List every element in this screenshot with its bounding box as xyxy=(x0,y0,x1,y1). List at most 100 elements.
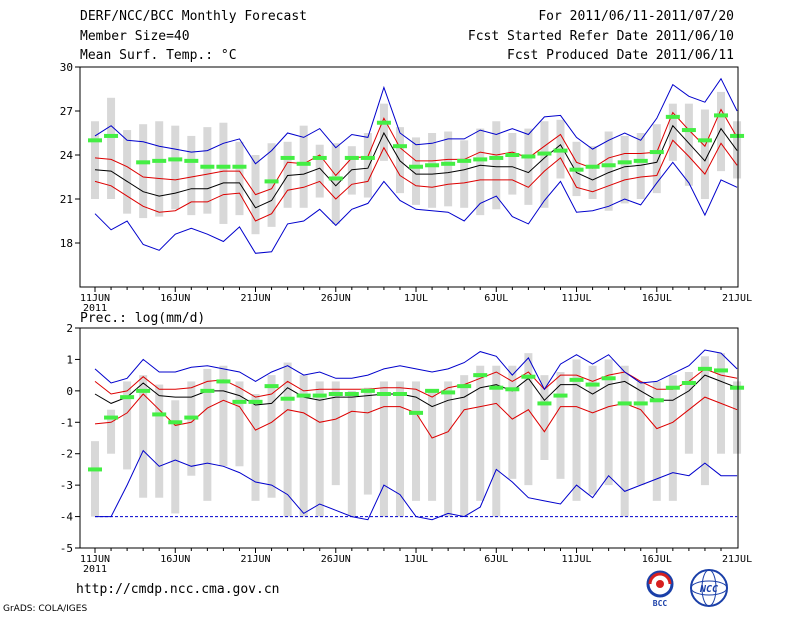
x-tick-label: 16JUN xyxy=(160,293,190,304)
observed-mark xyxy=(248,399,263,404)
observed-mark xyxy=(617,401,632,406)
spread-bar xyxy=(187,381,196,476)
observed-mark xyxy=(200,388,215,393)
x-tick-label: 11JUN xyxy=(80,554,110,565)
x-tick-label: 6JUL xyxy=(484,293,508,304)
series-ensemble-mean xyxy=(94,374,738,408)
spread-bar xyxy=(556,372,565,479)
observed-mark xyxy=(730,385,745,390)
observed-mark xyxy=(392,392,407,396)
series-min-envelope xyxy=(94,161,738,254)
variable-label: Mean Surf. Temp.: °C xyxy=(80,48,237,63)
y-tick-label: -5 xyxy=(60,542,73,555)
spread-bar xyxy=(123,381,132,470)
series-max-envelope xyxy=(94,77,738,165)
spread-bar xyxy=(524,353,533,486)
spread-bar xyxy=(652,124,661,194)
spread-bar xyxy=(588,146,597,199)
observed-mark xyxy=(601,163,616,168)
observed-mark xyxy=(617,160,632,165)
observed-mark xyxy=(280,396,295,401)
spread-bar xyxy=(283,362,292,517)
spread-bar xyxy=(444,381,453,517)
spread-bar xyxy=(460,140,469,208)
spread-bar xyxy=(428,133,437,208)
spread-bar xyxy=(283,141,292,208)
spread-bar xyxy=(684,103,693,186)
spread-bar xyxy=(155,121,164,217)
spread-bar xyxy=(235,141,244,216)
source-url[interactable]: http://cmdp.ncc.cma.gov.cn xyxy=(76,582,280,597)
spread-bar xyxy=(540,121,549,208)
spread-bar xyxy=(347,390,356,517)
observed-mark xyxy=(681,128,696,133)
precip-panel-title: Prec.: log(mm/d) xyxy=(80,311,205,326)
y-tick-label: 21 xyxy=(60,193,73,206)
observed-mark xyxy=(537,151,552,156)
x-tick-label: 26JUN xyxy=(321,554,351,565)
spread-bar xyxy=(733,381,742,454)
observed-mark xyxy=(136,160,151,165)
spread-bar xyxy=(299,125,308,208)
observed-mark xyxy=(88,467,102,472)
y-tick-label: 1 xyxy=(66,353,73,366)
observed-mark xyxy=(457,384,472,389)
observed-mark xyxy=(633,401,648,406)
spread-bar xyxy=(620,365,629,517)
credit-text: GrADS: COLA/IGES xyxy=(3,604,88,614)
spread-bar xyxy=(412,381,421,501)
panel-precipitation: -5 -4 -3 -2 -1 0 1 2 11JUN 16JUN 21JUN 26JUN 1JUL 6JU… xyxy=(60,311,752,575)
spread-bar xyxy=(123,130,132,214)
observed-mark xyxy=(328,392,343,396)
observed-mark xyxy=(264,179,279,184)
observed-mark xyxy=(184,415,199,420)
x-tick-label: 26JUN xyxy=(321,293,351,304)
x-year-label: 2011 xyxy=(83,303,107,314)
y-tick-label: 2 xyxy=(66,322,73,335)
series-std-upper xyxy=(94,108,738,196)
spread-bar xyxy=(636,381,645,486)
spread-bar xyxy=(668,375,677,501)
x-tick-label: 16JUN xyxy=(160,554,190,565)
spread-bar xyxy=(476,365,485,501)
spread-bar xyxy=(331,381,340,486)
spread-bar xyxy=(588,365,597,495)
observed-mark xyxy=(569,377,584,382)
spread-bar xyxy=(717,91,725,172)
spread-bar xyxy=(315,144,324,198)
bcc-logo-text: BCC xyxy=(653,599,668,608)
spread-bar xyxy=(203,368,212,501)
observed-mark xyxy=(553,148,568,153)
x-tick-label: 16JUL xyxy=(642,554,672,565)
observed-mark xyxy=(296,161,311,166)
spread-bar xyxy=(620,135,629,204)
spread-bar xyxy=(572,359,581,501)
spread-bar xyxy=(444,131,453,207)
y-tick-label: -1 xyxy=(60,416,73,429)
observed-mark xyxy=(665,114,680,119)
spread-bar xyxy=(267,375,276,498)
x-tick-label: 1JUL xyxy=(404,293,428,304)
spread-bar xyxy=(636,133,645,199)
spread-bar xyxy=(331,143,340,224)
spread-bar xyxy=(171,400,180,514)
observed-mark xyxy=(168,420,183,425)
observed-mark xyxy=(312,155,327,160)
observed-mark xyxy=(489,155,504,160)
observed-mark xyxy=(88,138,102,143)
observed-mark xyxy=(344,155,359,160)
observed-mark xyxy=(697,138,712,143)
observed-mark xyxy=(457,158,472,163)
spread-bar xyxy=(668,103,677,161)
observed-mark xyxy=(681,381,696,385)
observed-mark xyxy=(328,176,343,181)
plot-frame xyxy=(79,66,739,288)
spread-bar xyxy=(219,122,228,224)
y-tick-label: -2 xyxy=(60,448,73,461)
spread-bar xyxy=(107,97,116,199)
observed-mark xyxy=(553,393,568,398)
spread-bar xyxy=(139,375,148,498)
spread-bar xyxy=(492,365,501,517)
x-tick-label: 21JUL xyxy=(722,554,752,565)
spread-bar xyxy=(412,137,421,205)
